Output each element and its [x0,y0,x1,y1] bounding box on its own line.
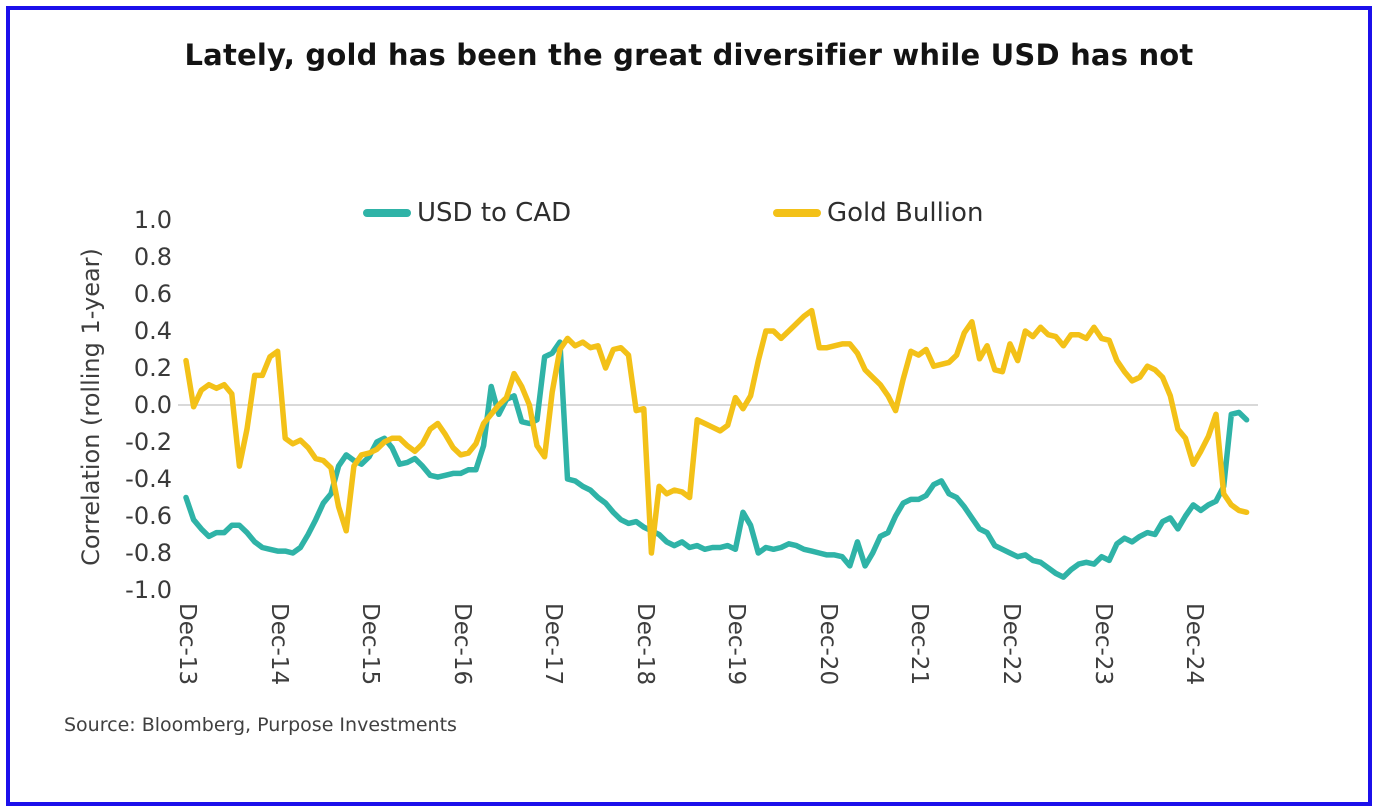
x-tick-label: Dec-17 [540,603,567,686]
series-line-usd-to-cad [183,339,1250,580]
chart-title: Lately, gold has been the great diversif… [184,38,1194,72]
y-tick-label: 0.2 [133,354,172,382]
x-tick-label: Dec-16 [448,603,475,686]
y-tick-label: 1.0 [133,206,172,234]
x-tick-label: Dec-13 [174,603,200,686]
x-tick-label: Dec-15 [357,603,384,686]
series-line-gold-bullion [183,307,1250,556]
y-tick-label: 0.8 [133,243,172,271]
legend-swatch-usd-to-cad-icon [363,209,411,217]
y-tick-label: 0.6 [133,280,172,308]
legend-label-gold-bullion: Gold Bullion [827,198,984,228]
y-tick-label: -0.6 [125,502,172,530]
plot-area [178,307,1258,580]
legend-swatch-gold-bullion-icon [773,209,821,217]
y-tick-label: -1.0 [125,576,172,604]
y-tick-label: -0.2 [125,428,172,456]
legend-item-gold-bullion: Gold Bullion [773,198,983,228]
legend-item-usd-to-cad: USD to CAD [363,198,571,228]
x-tick-label: Dec-14 [265,603,292,686]
x-tick-label: Dec-20 [814,603,841,686]
y-tick-label: -0.8 [125,539,172,567]
x-tick-label: Dec-22 [998,603,1025,686]
x-tick-label: Dec-18 [631,603,658,686]
x-tick-label: Dec-21 [906,603,933,686]
legend-label-usd-to-cad: USD to CAD [417,198,572,228]
y-tick-label: 0.4 [133,317,172,345]
x-tick-label: Dec-24 [1181,603,1208,686]
y-tick-label: -0.4 [125,465,172,493]
source-note: Source: Bloomberg, Purpose Investments [64,714,457,736]
x-tick-label: Dec-19 [723,603,750,686]
x-tick-label: Dec-23 [1089,603,1116,686]
y-tick-label: 0.0 [133,391,172,419]
